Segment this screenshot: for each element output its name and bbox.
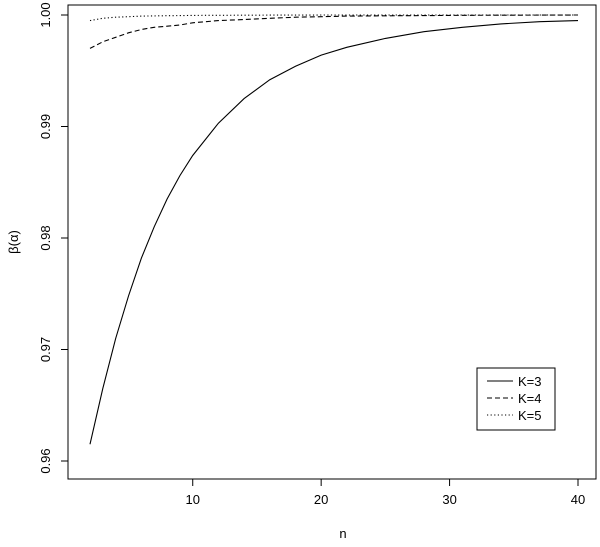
series-layer bbox=[89, 14, 579, 445]
legend-label: K=4 bbox=[518, 391, 542, 406]
x-tick-label: 40 bbox=[571, 492, 585, 507]
y-tick-label: 0.99 bbox=[38, 114, 53, 139]
legend-label: K=3 bbox=[518, 374, 542, 389]
y-tick-label: 0.98 bbox=[38, 225, 53, 250]
x-tick-label: 10 bbox=[186, 492, 200, 507]
legend-label: K=5 bbox=[518, 408, 542, 423]
y-tick-label: 0.97 bbox=[38, 337, 53, 362]
x-tick-label: 30 bbox=[442, 492, 456, 507]
legend-box bbox=[476, 367, 556, 431]
x-axis: 10 20 30 40 bbox=[186, 479, 585, 507]
plot-frame bbox=[67, 4, 597, 480]
y-tick-label: 1.00 bbox=[38, 2, 53, 27]
y-axis: 0.96 0.97 0.98 0.99 1.00 bbox=[38, 2, 68, 474]
x-axis-title: n bbox=[339, 526, 346, 541]
legend: K=3 K=4 K=5 bbox=[476, 367, 556, 431]
series-line-k-4 bbox=[89, 14, 579, 49]
series-line-k-5 bbox=[89, 14, 578, 22]
y-tick-label: 0.96 bbox=[38, 448, 53, 473]
series-line-k-3 bbox=[89, 20, 579, 445]
x-tick-label: 20 bbox=[314, 492, 328, 507]
y-axis-title: β(α) bbox=[6, 230, 21, 254]
